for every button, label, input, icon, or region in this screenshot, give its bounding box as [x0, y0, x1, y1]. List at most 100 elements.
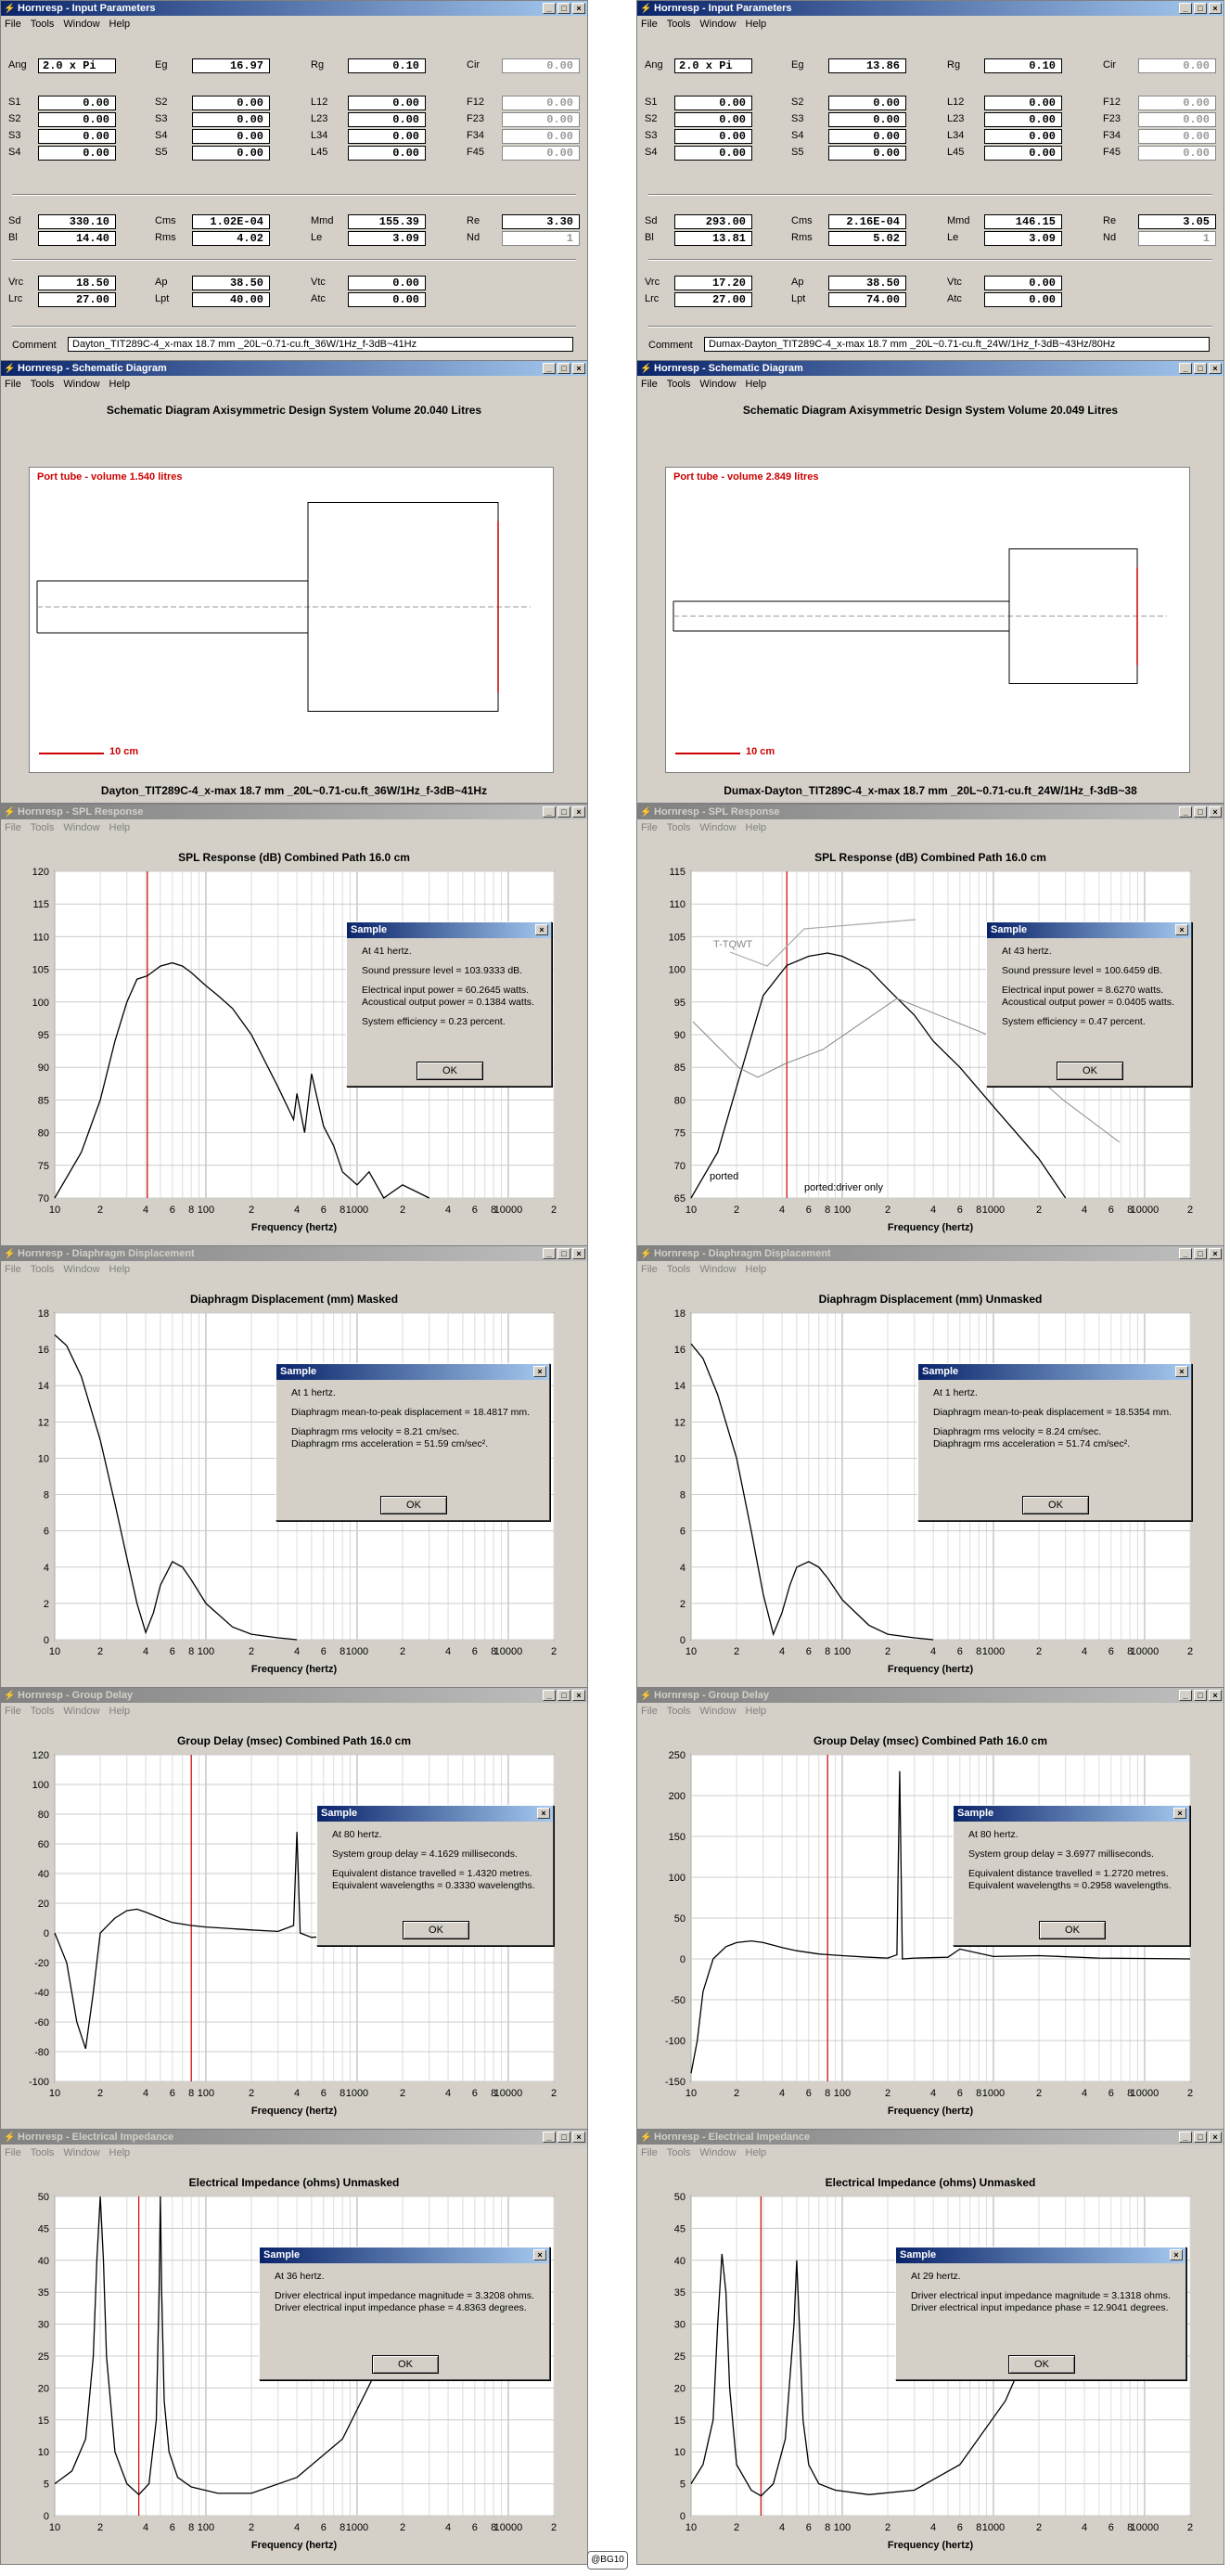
dialog-close-button[interactable]: ×	[1175, 924, 1188, 935]
menu-file[interactable]: File	[5, 1706, 21, 1717]
title-bar[interactable]: ⚡ Hornresp - SPL Response _ □ ×	[637, 805, 1224, 819]
maximize-button[interactable]: □	[1194, 363, 1207, 374]
minimize-button[interactable]: _	[1179, 1690, 1192, 1701]
param-field[interactable]: 2.0 x Pi	[674, 58, 752, 73]
minimize-button[interactable]: _	[1179, 2132, 1192, 2143]
menu-window[interactable]: Window	[63, 379, 100, 390]
dialog-close-button[interactable]: ×	[1170, 2249, 1183, 2260]
param-field[interactable]: 0.00	[984, 96, 1062, 110]
maximize-button[interactable]: □	[1194, 1248, 1207, 1259]
param-field[interactable]: 2.0 x Pi	[38, 58, 116, 73]
title-bar[interactable]: ⚡ Hornresp - Diaphragm Displacement _ □ ×	[1, 1246, 587, 1261]
close-button[interactable]: ×	[1209, 363, 1222, 374]
maximize-button[interactable]: □	[557, 1690, 570, 1701]
close-button[interactable]: ×	[1209, 1690, 1222, 1701]
param-field[interactable]: 0.00	[38, 96, 116, 110]
maximize-button[interactable]: □	[1194, 1690, 1207, 1701]
dialog-title-bar[interactable]: Sample ×	[896, 2248, 1185, 2263]
param-field[interactable]: 3.09	[984, 231, 1062, 246]
menu-help[interactable]: Help	[745, 379, 767, 390]
param-field[interactable]: 0.10	[984, 58, 1062, 73]
param-field[interactable]: 155.39	[348, 214, 426, 229]
minimize-button[interactable]: _	[1179, 806, 1192, 818]
param-field[interactable]: 0.00	[348, 129, 426, 144]
param-field[interactable]: 0.00	[502, 96, 580, 110]
dialog-title-bar[interactable]: Sample ×	[260, 2248, 549, 2263]
param-field[interactable]: 0.00	[38, 129, 116, 144]
ok-button[interactable]: OK	[416, 1062, 483, 1080]
minimize-button[interactable]: _	[1179, 363, 1192, 374]
param-field[interactable]: 3.05	[1138, 214, 1216, 229]
title-bar[interactable]: ⚡ Hornresp - Group Delay _ □ ×	[637, 1688, 1224, 1703]
title-bar[interactable]: ⚡ Hornresp - Schematic Diagram _ □ ×	[637, 361, 1224, 376]
param-field[interactable]: 0.00	[674, 129, 752, 144]
param-field[interactable]: 0.00	[1138, 58, 1216, 73]
param-field[interactable]: 0.00	[192, 146, 270, 161]
dialog-close-button[interactable]: ×	[533, 1366, 546, 1377]
minimize-button[interactable]: _	[543, 3, 556, 14]
menu-window[interactable]: Window	[699, 1264, 737, 1275]
title-bar[interactable]: ⚡ Hornresp - Input Parameters _ □ ×	[1, 1, 587, 16]
menu-file[interactable]: File	[641, 1264, 658, 1275]
menu-window[interactable]: Window	[63, 1264, 100, 1275]
menu-tools[interactable]: Tools	[30, 822, 55, 833]
maximize-button[interactable]: □	[1194, 806, 1207, 818]
param-field[interactable]: 0.00	[502, 112, 580, 127]
menu-help[interactable]: Help	[109, 1264, 131, 1275]
menu-file[interactable]: File	[5, 822, 21, 833]
param-field[interactable]: 0.00	[1138, 129, 1216, 144]
dialog-close-button[interactable]: ×	[1175, 1366, 1188, 1377]
maximize-button[interactable]: □	[557, 363, 570, 374]
menu-file[interactable]: File	[641, 822, 658, 833]
param-field[interactable]: 330.10	[38, 214, 116, 229]
param-field[interactable]: 0.00	[828, 129, 906, 144]
close-button[interactable]: ×	[1209, 3, 1222, 14]
menu-window[interactable]: Window	[63, 19, 100, 30]
title-bar[interactable]: ⚡ Hornresp - SPL Response _ □ ×	[1, 805, 587, 819]
param-field[interactable]: 0.00	[984, 129, 1062, 144]
maximize-button[interactable]: □	[557, 806, 570, 818]
menu-help[interactable]: Help	[745, 1264, 767, 1275]
ok-button[interactable]: OK	[1022, 1496, 1089, 1514]
close-button[interactable]: ×	[572, 1248, 585, 1259]
param-field[interactable]: 5.02	[828, 231, 906, 246]
menu-tools[interactable]: Tools	[666, 2147, 691, 2158]
param-field[interactable]: 74.00	[828, 292, 906, 307]
menu-tools[interactable]: Tools	[30, 19, 55, 30]
minimize-button[interactable]: _	[1179, 3, 1192, 14]
param-field[interactable]: 0.00	[192, 112, 270, 127]
param-field[interactable]: 2.16E-04	[828, 214, 906, 229]
title-bar[interactable]: ⚡ Hornresp - Electrical Impedance _ □ ×	[1, 2130, 587, 2145]
param-field[interactable]: 14.40	[38, 231, 116, 246]
param-field[interactable]: 0.00	[984, 276, 1062, 290]
maximize-button[interactable]: □	[557, 2132, 570, 2143]
title-bar[interactable]: ⚡ Hornresp - Input Parameters _ □ ×	[637, 1, 1224, 16]
menu-window[interactable]: Window	[63, 1706, 100, 1717]
ok-button[interactable]: OK	[403, 1921, 469, 1939]
menu-help[interactable]: Help	[109, 2147, 131, 2158]
ok-button[interactable]: OK	[380, 1496, 447, 1514]
param-field[interactable]: 0.00	[828, 146, 906, 161]
close-button[interactable]: ×	[572, 363, 585, 374]
param-field[interactable]: 0.00	[674, 146, 752, 161]
dialog-title-bar[interactable]: Sample ×	[918, 1364, 1191, 1380]
param-field[interactable]: 0.00	[348, 146, 426, 161]
menu-tools[interactable]: Tools	[666, 1706, 691, 1717]
ok-button[interactable]: OK	[1008, 2355, 1075, 2374]
menu-file[interactable]: File	[5, 19, 21, 30]
close-button[interactable]: ×	[1209, 806, 1222, 818]
menu-tools[interactable]: Tools	[666, 19, 691, 30]
menu-tools[interactable]: Tools	[30, 2147, 55, 2158]
param-field[interactable]: 17.20	[674, 276, 752, 290]
close-button[interactable]: ×	[572, 806, 585, 818]
menu-window[interactable]: Window	[699, 379, 737, 390]
menu-help[interactable]: Help	[745, 2147, 767, 2158]
menu-window[interactable]: Window	[699, 1706, 737, 1717]
menu-window[interactable]: Window	[699, 19, 737, 30]
minimize-button[interactable]: _	[543, 2132, 556, 2143]
param-field[interactable]: 18.50	[38, 276, 116, 290]
param-field[interactable]: 0.00	[38, 112, 116, 127]
param-field[interactable]: 0.00	[674, 112, 752, 127]
param-field[interactable]: 0.00	[192, 96, 270, 110]
param-field[interactable]: 0.00	[984, 112, 1062, 127]
